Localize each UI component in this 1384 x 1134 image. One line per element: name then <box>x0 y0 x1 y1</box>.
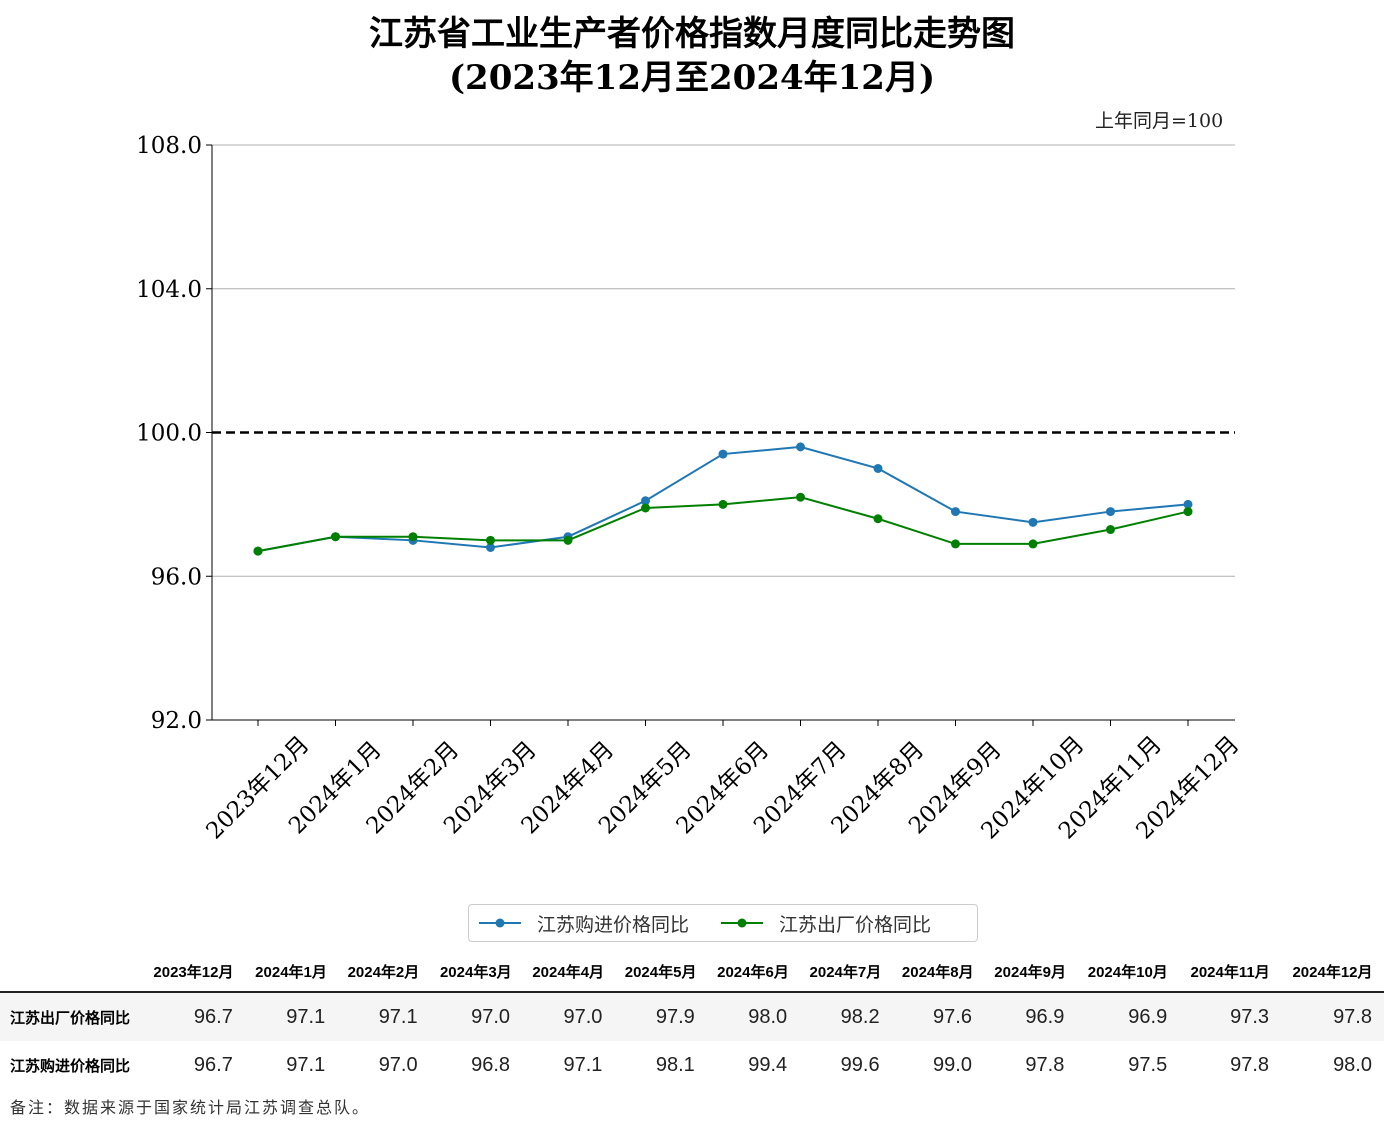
unit-note: 上年同月=100 <box>1095 110 1224 132</box>
legend-item: 江苏出厂价格同比 <box>719 910 931 937</box>
column-header: 2024年2月 <box>337 952 430 993</box>
column-header: 2024年11月 <box>1179 952 1282 993</box>
data-point <box>486 543 495 552</box>
table-header-row: 2023年12月 2024年1月 2024年2月 2024年3月 2024年4月 2024… <box>0 952 1384 993</box>
table-cell: 98.1 <box>655 1053 695 1076</box>
column-header: 2024年5月 <box>614 952 707 993</box>
legend-marker-icon <box>479 918 521 928</box>
table-cell: 97.1 <box>563 1053 603 1076</box>
data-point <box>1028 539 1038 549</box>
table-cell: 97.1 <box>244 992 338 1041</box>
y-tick-label: 96.0 <box>151 564 202 590</box>
data-point <box>331 532 340 542</box>
table-cell: 97.6 <box>891 992 984 1041</box>
data-point <box>718 449 728 459</box>
chart-title: 江苏省工业生产者价格指数月度同比走势图 <box>369 14 1015 54</box>
y-tick-label: 92.0 <box>151 708 202 734</box>
y-tick-label: 104.0 <box>136 277 202 303</box>
table-cell: 97.0 <box>522 992 615 1041</box>
table-cell: 97.3 <box>1179 992 1282 1041</box>
column-header: 2024年3月 <box>429 952 523 993</box>
data-point <box>796 442 805 452</box>
y-tick-label: 100.0 <box>136 421 202 447</box>
data-point <box>641 496 650 506</box>
legend: 江苏购进价格同比 江苏出厂价格同比 <box>468 904 978 942</box>
table-cell: 98.0 <box>706 992 800 1041</box>
column-header: 2024年9月 <box>983 952 1077 993</box>
column-header: 2024年10月 <box>1076 952 1180 993</box>
legend-item: 江苏购进价格同比 <box>477 910 689 937</box>
table-cell: 98.0 <box>1333 1053 1372 1076</box>
table-cell: 96.8 <box>471 1053 511 1076</box>
data-point <box>1106 525 1115 535</box>
data-point <box>1028 517 1038 527</box>
table-cell: 96.9 <box>1076 992 1180 1041</box>
data-point <box>873 463 883 473</box>
data-point <box>796 492 805 502</box>
table-cell: 97.8 <box>1025 1053 1065 1076</box>
data-point <box>1106 507 1115 517</box>
column-header: 2024年4月 <box>522 952 615 993</box>
row-label: 江苏出厂价格同比 <box>0 992 142 1041</box>
table-cell: 99.0 <box>933 1053 972 1076</box>
source-note: 备注：数据来源于国家统计局江苏调查总队。 <box>10 1098 371 1117</box>
row-label: 江苏购进价格同比 <box>10 1057 131 1075</box>
data-point <box>408 532 418 542</box>
data-point <box>873 514 883 524</box>
column-header: 2024年12月 <box>1281 952 1384 993</box>
data-point <box>486 535 495 545</box>
column-header: 2024年1月 <box>244 952 338 993</box>
table-cell: 98.2 <box>799 992 892 1041</box>
y-tick-label: 108.0 <box>136 133 202 159</box>
table-row: 江苏出厂价格同比 96.7 97.1 97.1 97.0 97.0 97.9 98.0 98.2… <box>0 992 1384 1041</box>
table-row: 江苏购进价格同比 96.7 97.1 97.0 96.8 97.1 98.1 99.4 99.6… <box>0 1041 1384 1089</box>
table-corner <box>0 952 142 993</box>
line-chart: 92.096.0100.0104.0108.02023年12月2024年1月20… <box>136 133 1244 845</box>
data-point <box>718 499 728 509</box>
table-cell: 97.0 <box>429 992 523 1041</box>
series-line-0 <box>257 445 1189 553</box>
data-point <box>253 546 263 556</box>
column-header: 2024年7月 <box>799 952 892 993</box>
table-cell: 96.9 <box>983 992 1077 1041</box>
data-table: 2023年12月 2024年1月 2024年2月 2024年3月 2024年4月 2024… <box>0 952 1384 1089</box>
data-point <box>951 539 960 549</box>
table-cell: 97.9 <box>614 992 707 1041</box>
table-cell: 97.1 <box>286 1053 326 1076</box>
column-header: 2024年6月 <box>706 952 800 993</box>
data-point <box>563 535 573 545</box>
chart-subtitle: (2023年12月至2024年12月) <box>448 58 936 98</box>
table-cell: 99.4 <box>748 1053 788 1076</box>
table-cell: 97.5 <box>1128 1053 1168 1076</box>
legend-label: 江苏购进价格同比 <box>537 913 690 936</box>
table-cell: 96.7 <box>142 992 245 1041</box>
column-header: 2023年12月 <box>142 952 245 993</box>
table-cell: 97.8 <box>1230 1053 1270 1076</box>
data-point <box>951 507 960 517</box>
legend-label: 江苏出厂价格同比 <box>779 913 932 936</box>
data-point <box>641 503 650 513</box>
table-cell: 99.6 <box>840 1053 880 1076</box>
table-cell: 97.8 <box>1281 992 1384 1041</box>
data-point <box>1183 507 1193 517</box>
table-cell: 97.0 <box>378 1053 418 1076</box>
data-point <box>1183 499 1193 509</box>
column-header: 2024年8月 <box>891 952 984 993</box>
table-cell: 97.1 <box>337 992 430 1041</box>
legend-marker-icon <box>721 918 764 928</box>
table-cell: 96.7 <box>193 1053 233 1076</box>
